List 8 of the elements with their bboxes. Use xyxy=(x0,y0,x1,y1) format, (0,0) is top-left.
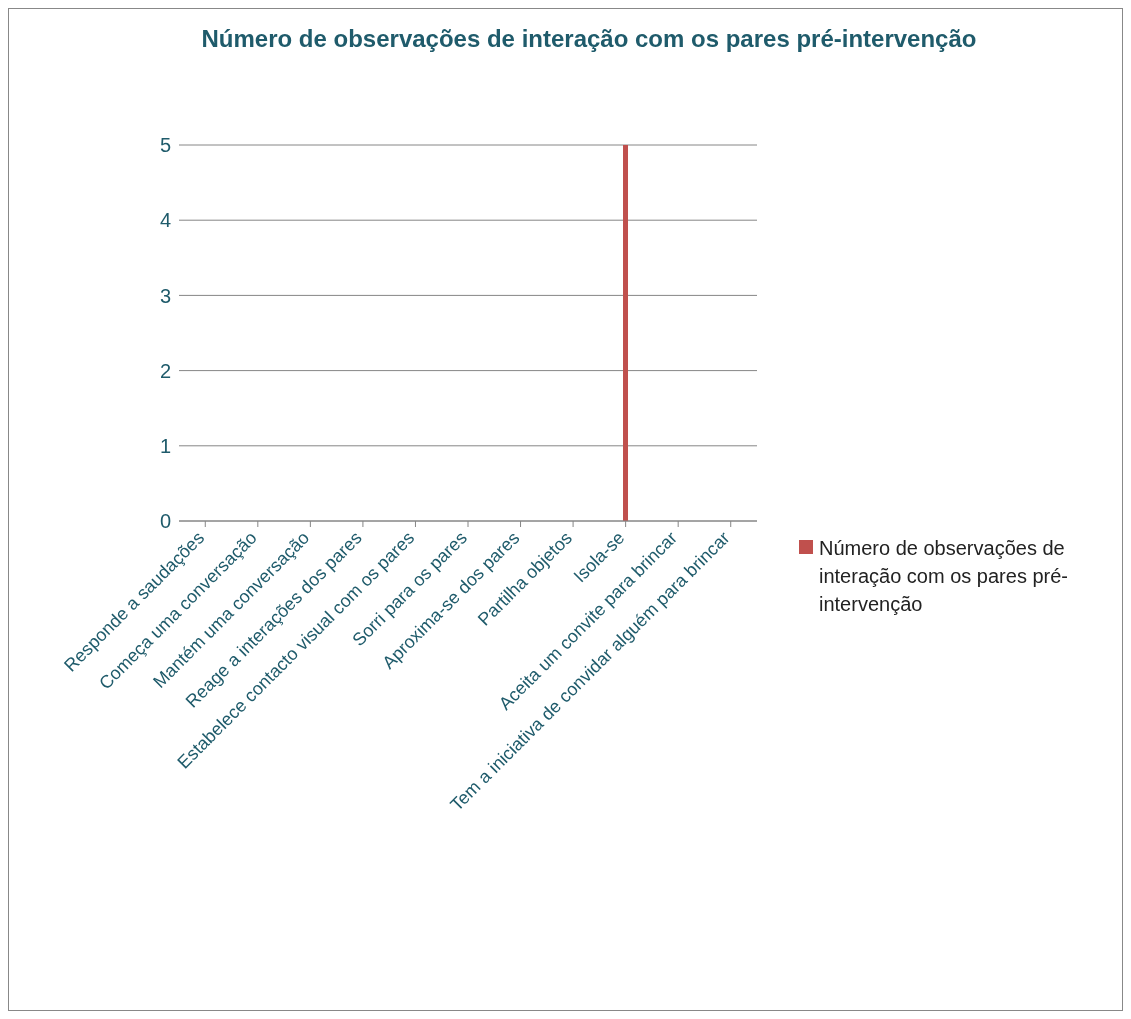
legend-label: Número de observações de interação com os pares pré-intervenção xyxy=(819,536,1069,617)
y-tick-label: 4 xyxy=(159,209,171,232)
y-tick-label: 0 xyxy=(159,510,171,533)
y-tick-label: 5 xyxy=(159,134,171,157)
y-tick-label: 3 xyxy=(159,284,171,307)
chart-title: Número de observações de interação com os pares pré-intervenção xyxy=(200,24,978,54)
y-tick-label: 1 xyxy=(159,434,171,457)
y-tick-label: 2 xyxy=(159,359,171,382)
